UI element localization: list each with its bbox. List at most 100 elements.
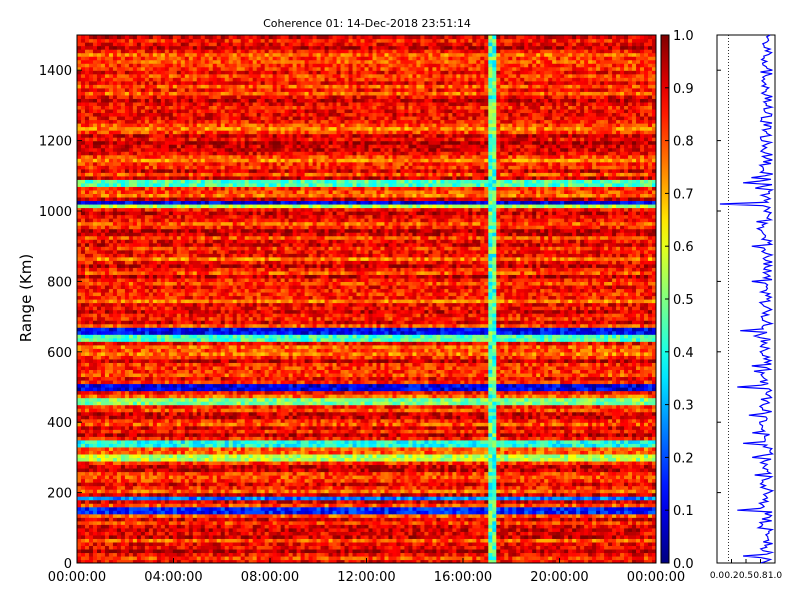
heatmap-cell [428,503,433,507]
heatmap-cell [596,493,601,497]
heatmap-cell [89,514,94,518]
heatmap-cell [253,447,258,451]
heatmap-cell [632,538,637,542]
heatmap-cell [205,524,210,528]
heatmap-cell [392,510,397,514]
heatmap-cell [189,556,194,560]
heatmap-cell [612,461,617,465]
heatmap-cell [81,503,86,507]
heatmap-cell [384,489,389,493]
heatmap-cell [109,496,114,500]
heatmap-cell [329,482,334,486]
heatmap-cell [161,500,166,504]
heatmap-cell [157,545,162,549]
heatmap-cell [640,524,645,528]
heatmap-cell [424,443,429,447]
heatmap-cell [109,468,114,472]
heatmap-cell [616,468,621,472]
heatmap-cell [584,443,589,447]
heatmap-cell [305,464,310,468]
heatmap-cell [285,538,290,542]
heatmap-cell [520,549,525,553]
heatmap-cell [369,447,374,451]
heatmap-cell [544,457,549,461]
heatmap-cell [624,528,629,532]
heatmap-cell [189,475,194,479]
heatmap-cell [432,471,437,475]
heatmap-cell [237,461,242,465]
heatmap-cell [97,450,102,454]
heatmap-cell [169,468,174,472]
heatmap-cell [193,493,198,497]
heatmap-cell [468,549,473,553]
heatmap-cell [480,447,485,451]
heatmap-cell [444,514,449,518]
heatmap-cell [572,521,577,525]
heatmap-cell [177,464,182,468]
heatmap-cell [508,464,513,468]
heatmap-cell [396,503,401,507]
heatmap-cell [345,538,350,542]
heatmap-cell [321,545,326,549]
heatmap-cell [149,542,154,546]
heatmap-cell [89,468,94,472]
heatmap-cell [492,464,497,468]
heatmap-cell [185,464,190,468]
heatmap-cell [265,549,270,553]
heatmap-cell [369,545,374,549]
heatmap-cell [540,471,545,475]
heatmap-cell [396,500,401,504]
heatmap-cell [117,524,122,528]
heatmap-cell [145,531,150,535]
heatmap-cell [325,454,330,458]
heatmap-cell [376,471,381,475]
heatmap-cell [476,517,481,521]
heatmap-cell [353,450,358,454]
heatmap-cell [261,464,266,468]
heatmap-cell [289,479,294,483]
heatmap-cell [372,528,377,532]
heatmap-cell [472,443,477,447]
heatmap-cell [564,545,569,549]
heatmap-cell [297,443,302,447]
heatmap-cell [105,454,110,458]
heatmap-cell [464,514,469,518]
heatmap-cell [273,479,278,483]
heatmap-cell [261,521,266,525]
heatmap-cell [576,464,581,468]
heatmap-cell [644,464,649,468]
heatmap-cell [221,482,226,486]
heatmap-cell [257,503,262,507]
heatmap-cell [217,496,222,500]
heatmap-cell [480,450,485,454]
heatmap-cell [524,447,529,451]
heatmap-cell [133,514,138,518]
heatmap-cell [392,447,397,451]
heatmap-cell [289,464,294,468]
heatmap-cell [325,493,330,497]
heatmap-cell [596,521,601,525]
heatmap-cell [321,447,326,451]
heatmap-cell [608,461,613,465]
heatmap-cell [556,486,561,490]
heatmap-cell [376,528,381,532]
heatmap-cell [265,468,270,472]
heatmap-cell [193,528,198,532]
heatmap-cell [353,517,358,521]
heatmap-cell [404,482,409,486]
heatmap-cell [265,447,270,451]
heatmap-cell [81,517,86,521]
heatmap-cell [337,500,342,504]
heatmap-cell [317,479,322,483]
heatmap-cell [217,531,222,535]
heatmap-cell [281,468,286,472]
heatmap-cell [648,471,653,475]
heatmap-cell [556,443,561,447]
heatmap-cell [444,461,449,465]
heatmap-cell [380,517,385,521]
heatmap-cell [428,552,433,556]
heatmap-cell [612,531,617,535]
heatmap-cell [492,500,497,504]
heatmap-cell [149,503,154,507]
heatmap-cell [333,464,338,468]
